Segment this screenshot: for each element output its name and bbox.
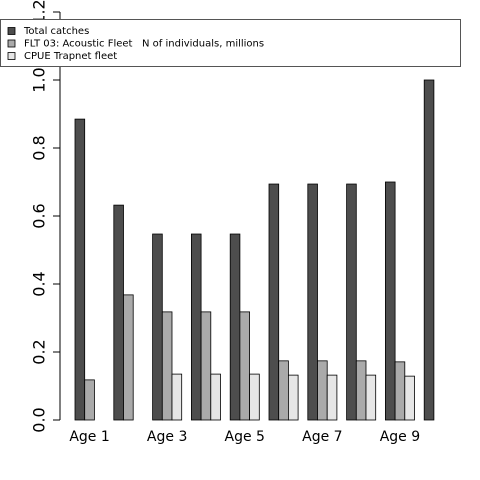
x-tick-label: Age 1 [69, 429, 109, 445]
y-tick-label: 1.0 [30, 67, 49, 92]
bar [355, 360, 367, 421]
bar [152, 233, 163, 421]
bar [346, 183, 357, 421]
bar [365, 374, 377, 421]
bar [200, 311, 212, 421]
x-tick-label: Age 3 [147, 429, 187, 445]
bar [384, 181, 396, 421]
legend-label: Total catches [23, 26, 89, 37]
bar [278, 360, 289, 421]
legend-label: CPUE Trapnet fleet [24, 51, 117, 62]
bar [123, 294, 134, 421]
bar [171, 373, 183, 421]
bar [287, 374, 299, 421]
legend-note: N of individuals, millions [142, 39, 264, 50]
bar [326, 374, 338, 421]
bar [161, 311, 173, 421]
bar [229, 233, 241, 421]
bar [268, 183, 280, 421]
y-tick-label: 0.2 [30, 339, 49, 364]
x-tick-label: Age 9 [380, 429, 420, 445]
legend-box [0, 19, 461, 67]
y-tick-label: 0.6 [30, 203, 49, 228]
legend-swatch [7, 39, 16, 48]
y-tick-label: 1.2 [30, 0, 49, 25]
y-tick-label: 0.0 [30, 407, 49, 432]
legend-swatch [7, 27, 16, 35]
x-tick-label: Age 7 [302, 429, 342, 445]
bar [210, 373, 221, 421]
bar [113, 204, 124, 421]
bar [74, 118, 86, 421]
x-tick-label: Age 5 [225, 429, 265, 445]
legend-label: FLT 03: Acoustic Fleet [24, 39, 133, 50]
y-tick-label: 0.8 [30, 135, 49, 160]
bar [249, 373, 260, 421]
legend-swatch [7, 52, 16, 60]
bar [239, 311, 250, 421]
y-tick-label: 0.4 [30, 271, 49, 296]
bar [307, 183, 318, 421]
bar [84, 379, 95, 421]
bar [317, 360, 328, 421]
bar [423, 79, 435, 421]
bar [404, 375, 415, 421]
bar [394, 361, 406, 421]
bar [190, 233, 202, 421]
